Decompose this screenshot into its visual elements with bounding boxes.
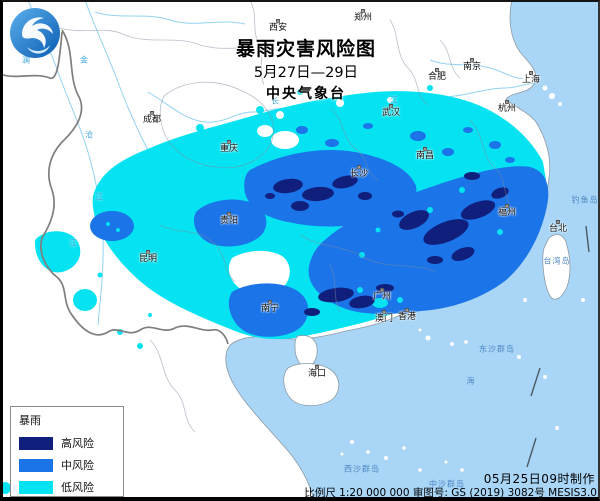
low-risk-swatch [19,481,53,494]
legend-panel: 暴雨 高风险 中风险 低风险 [10,406,124,497]
risk-high-layer [265,172,509,316]
low-risk-label: 低风险 [61,481,94,494]
map-date-range: 5月27日—29日 [253,65,359,81]
taiwan-island [542,234,571,300]
high-risk-label: 高风险 [61,437,94,450]
map-agency: 中央气象台 [266,86,346,102]
small-islands [340,85,585,472]
legend-row-high: 高风险 [19,437,115,450]
islands-layer [283,85,585,472]
map-title: 暴雨灾害风险图 [235,38,377,60]
risk-medium-noise [106,187,503,308]
legend-row-low: 低风险 [19,481,115,494]
legend-title: 暴雨 [19,414,41,427]
medium-risk-swatch [19,459,53,472]
high-risk-swatch [19,437,53,450]
medium-risk-label: 中风险 [61,459,94,472]
country-border-layer [0,29,229,345]
cma-logo-icon [8,6,62,60]
made-timestamp: 05月25日09时制作 [483,472,595,486]
legend-row-medium: 中风险 [19,459,115,472]
hainan-island [283,363,340,407]
scale-info: 比例尺 1:20 000 000 审图号: GS (2019) 3082号 ME… [304,487,597,499]
province-borders-layer [59,0,516,433]
sea-boundary-dashes [526,225,590,468]
